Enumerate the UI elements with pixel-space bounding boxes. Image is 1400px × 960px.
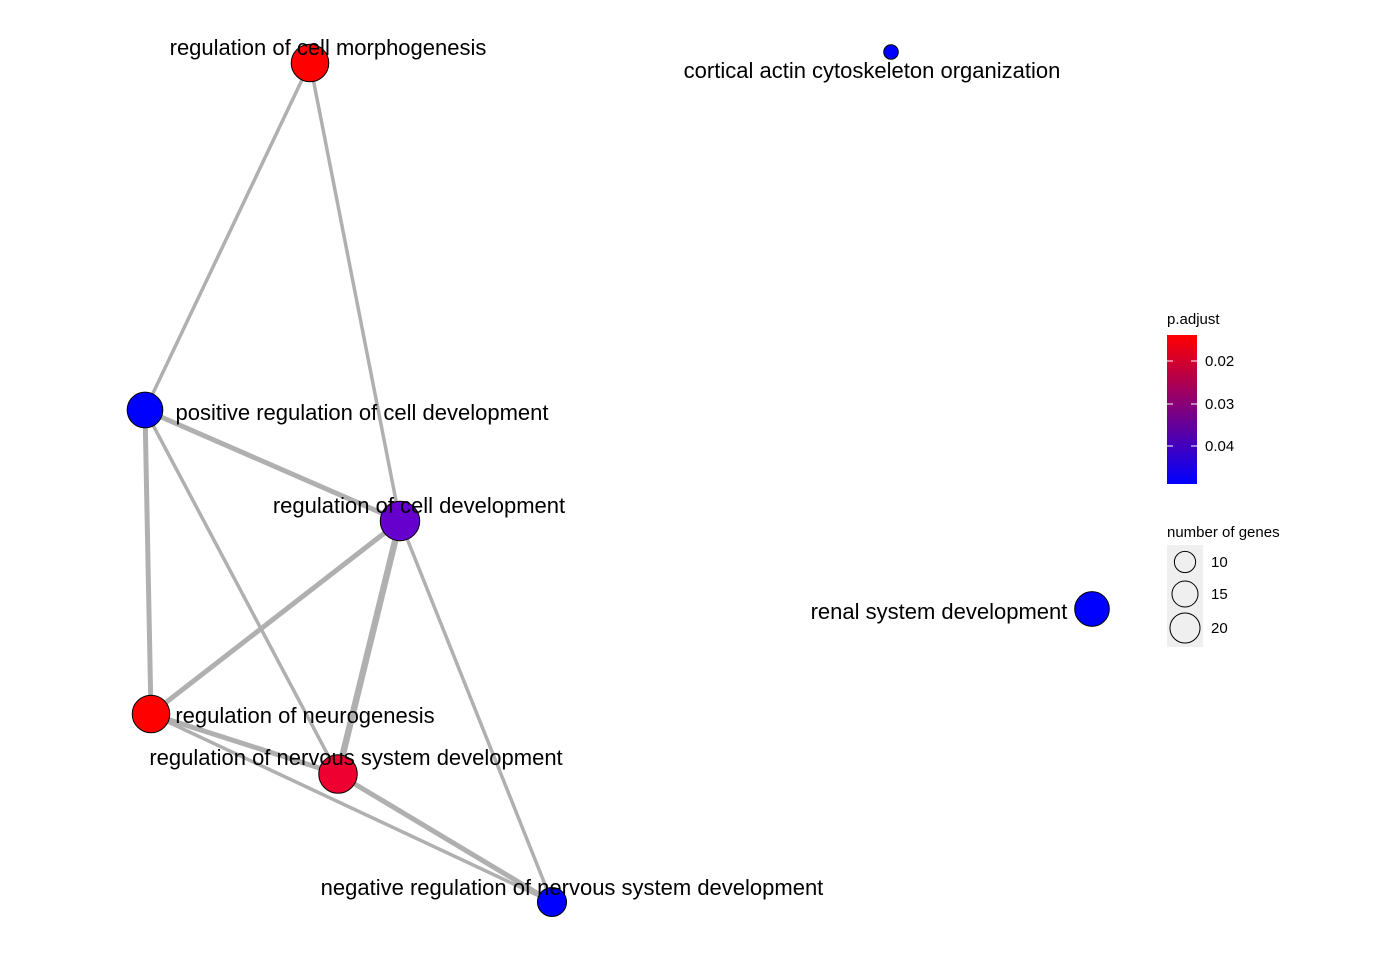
node-label-cortical-actin-cytoskeleton-organization: cortical actin cytoskeleton organization	[684, 58, 1061, 83]
size-legend-key-background	[1167, 545, 1203, 647]
edges-layer	[142, 61, 555, 905]
edge-nervdev-negnerv	[335, 771, 555, 905]
node-label-regulation-of-nervous-system-development: regulation of nervous system development	[149, 745, 562, 770]
node-regulation-of-cell-development[interactable]	[379, 500, 421, 542]
size-key-circle	[1169, 612, 1201, 644]
color-legend-ticks: 0.02 0.03 0.04	[1167, 353, 1234, 455]
size-key-circle	[1173, 550, 1197, 574]
size-key-circle	[1171, 580, 1199, 608]
edge-celldev-nervdev	[334, 517, 404, 778]
edge-posdev-neuro	[142, 407, 154, 717]
color-tick-label: 0.03	[1205, 396, 1234, 413]
color-tick-label: 0.02	[1205, 353, 1234, 370]
size-tick-label: 15	[1211, 586, 1228, 603]
edge-neuro-nervdev	[148, 711, 341, 777]
edge-morph-celldev	[308, 61, 402, 523]
node-label-regulation-of-cell-development: regulation of cell development	[273, 493, 565, 518]
node-positive-regulation-of-cell-development[interactable]	[126, 391, 164, 429]
node-regulation-of-cell-morphogenesis[interactable]	[290, 43, 330, 83]
size-tick-label: 20	[1211, 620, 1228, 637]
labels-layer: regulation of cell morphogenesis cortical…	[149, 35, 1067, 900]
node-regulation-of-neurogenesis[interactable]	[131, 694, 171, 734]
node-label-regulation-of-cell-morphogenesis: regulation of cell morphogenesis	[170, 35, 487, 60]
color-legend: p.adjust 0.02 0.03 0.04	[1167, 311, 1234, 484]
node-label-regulation-of-neurogenesis: regulation of neurogenesis	[175, 703, 434, 728]
node-label-renal-system-development: renal system development	[811, 599, 1068, 624]
color-legend-title: p.adjust	[1167, 311, 1220, 328]
legend: p.adjust 0.02 0.03 0.04 number of genes 10…	[1167, 311, 1280, 647]
node-negative-regulation-of-nervous-system-development[interactable]	[536, 886, 568, 918]
node-cortical-actin-cytoskeleton-organization[interactable]	[883, 44, 899, 60]
edge-neuro-negnerv	[149, 712, 554, 904]
size-legend: number of genes 10 15 20	[1167, 524, 1280, 647]
edge-celldev-negnerv	[398, 519, 554, 904]
node-regulation-of-nervous-system-development[interactable]	[318, 754, 358, 794]
nodes-layer	[126, 43, 1110, 918]
edge-celldev-neuro	[148, 518, 403, 717]
edge-morph-posdev	[143, 61, 312, 412]
node-renal-system-development[interactable]	[1074, 591, 1110, 627]
node-label-negative-regulation-of-nervous-system-development: negative regulation of nervous system de…	[321, 875, 824, 900]
node-label-positive-regulation-of-cell-development: positive regulation of cell development	[175, 400, 548, 425]
color-tick-label: 0.04	[1205, 438, 1234, 455]
size-legend-ticks: 10 15 20	[1169, 550, 1228, 644]
color-bar	[1167, 335, 1197, 484]
size-tick-label: 10	[1211, 554, 1228, 571]
size-legend-title: number of genes	[1167, 524, 1280, 541]
edge-posdev-celldev	[142, 407, 403, 524]
edge-posdev-nervdev	[143, 408, 340, 776]
